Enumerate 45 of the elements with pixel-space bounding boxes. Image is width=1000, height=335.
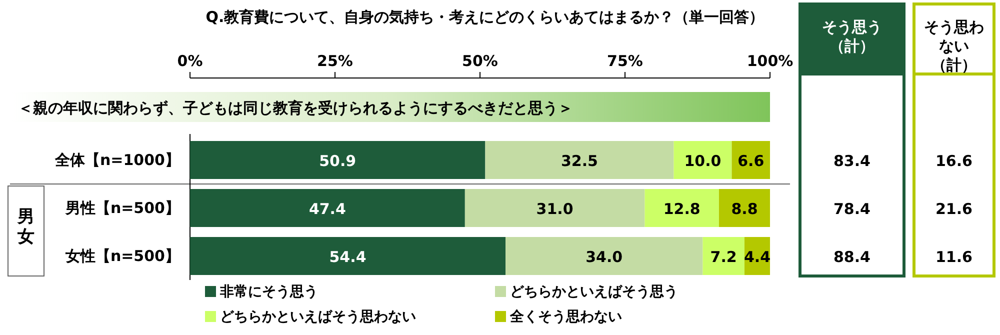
legend-label: 非常にそう思う	[219, 284, 318, 300]
text: 男女	[16, 207, 34, 247]
data-label: 32.5	[560, 152, 598, 170]
text: 83.4	[833, 152, 871, 170]
x-tick-label: 50%	[462, 52, 498, 70]
text: そう思う（計）	[821, 18, 883, 56]
bar	[485, 141, 674, 179]
y-tick-label: 男性【n=500】	[64, 199, 180, 217]
legend-label: どちらかといえばそう思う	[510, 284, 678, 300]
data-label: 12.8	[663, 200, 700, 218]
bar	[190, 141, 486, 179]
text: 11.6	[935, 248, 973, 266]
y-tick-label: 全体【n=1000】	[54, 151, 180, 169]
text: 78.4	[833, 200, 871, 218]
data-label: 54.4	[329, 248, 366, 266]
bar	[190, 189, 465, 227]
text: 16.6	[935, 152, 973, 170]
legend-label: どちらかといえばそう思わない	[220, 309, 416, 325]
legend-label: 全くそう思わない	[509, 309, 622, 325]
bar	[506, 237, 703, 275]
bar	[718, 189, 770, 227]
data-label: 10.0	[684, 152, 722, 170]
text: 21.6	[935, 200, 973, 218]
text: そう思わない（計）	[923, 18, 985, 75]
text: 88.4	[833, 248, 871, 266]
data-label: 50.9	[319, 152, 356, 170]
data-label: 31.0	[536, 200, 574, 218]
y-tick-label: 女性【n=500】	[64, 247, 180, 265]
data-label: 4.4	[744, 248, 771, 266]
data-label: 34.0	[586, 248, 623, 266]
data-label: 47.4	[308, 200, 346, 218]
bar	[190, 237, 506, 275]
x-tick-label: 0%	[177, 52, 203, 70]
data-label: 8.8	[731, 200, 758, 218]
x-tick-label: 25%	[317, 52, 353, 70]
chart-title: Q.教育費について、自身の気持ち・考えにどのくらいあてはまるか？（単一回答）	[206, 8, 764, 26]
bar	[464, 189, 645, 227]
x-tick-label: 100%	[746, 52, 794, 70]
bar	[644, 189, 719, 227]
bar	[674, 141, 732, 179]
bar	[702, 237, 744, 275]
data-label: 6.6	[738, 152, 764, 170]
chart-subtitle: ＜親の年収に関わらず、子どもは同じ教育を受けられるようにするべきだと思う＞	[18, 99, 573, 117]
x-tick-label: 75%	[607, 52, 643, 70]
data-label: 7.2	[710, 248, 737, 266]
